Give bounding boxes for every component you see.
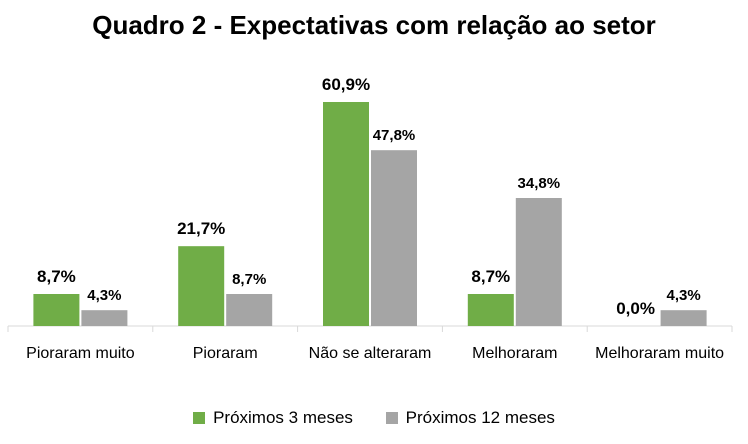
bar-3-meses	[323, 102, 369, 326]
bar-12-meses	[226, 294, 273, 326]
legend-item-3-meses: Próximos 3 meses	[193, 408, 353, 428]
bar-3-meses	[467, 294, 514, 326]
x-tick-label: Pioraram muito	[26, 345, 135, 362]
legend-label-3-meses: Próximos 3 meses	[213, 408, 353, 427]
data-label-12-meses: 47,8%	[373, 127, 416, 144]
data-label-12-meses: 34,8%	[518, 175, 561, 192]
bar-12-meses	[515, 198, 562, 326]
bar-3-meses	[178, 246, 225, 326]
legend: Próximos 3 meses Próximos 12 meses	[0, 408, 748, 429]
x-tick-label: Melhoraram muito	[595, 345, 724, 362]
data-label-12-meses: 4,3%	[666, 287, 700, 304]
x-tick-label: Não se alteraram	[309, 345, 432, 362]
chart-title: Quadro 2 - Expectativas com relação ao s…	[92, 10, 656, 40]
x-tick-label: Melhoraram	[472, 345, 557, 362]
legend-swatch-12-meses	[385, 412, 398, 424]
x-tick-label: Pioraram	[193, 345, 258, 362]
bar-12-meses	[660, 310, 707, 326]
bar-12-meses	[81, 310, 128, 326]
data-label-12-meses: 4,3%	[87, 287, 121, 304]
data-label-3-meses: 8,7%	[37, 267, 76, 286]
legend-swatch-3-meses	[193, 412, 206, 424]
data-label-12-meses: 8,7%	[232, 271, 266, 288]
data-label-3-meses: 21,7%	[177, 219, 225, 238]
legend-item-12-meses: Próximos 12 meses	[385, 408, 555, 428]
bar-3-meses	[33, 294, 80, 326]
data-label-3-meses: 0,0%	[616, 299, 655, 318]
legend-label-12-meses: Próximos 12 meses	[405, 408, 555, 427]
data-label-3-meses: 8,7%	[471, 267, 510, 286]
bar-12-meses	[371, 150, 417, 326]
data-label-3-meses: 60,9%	[322, 75, 370, 94]
